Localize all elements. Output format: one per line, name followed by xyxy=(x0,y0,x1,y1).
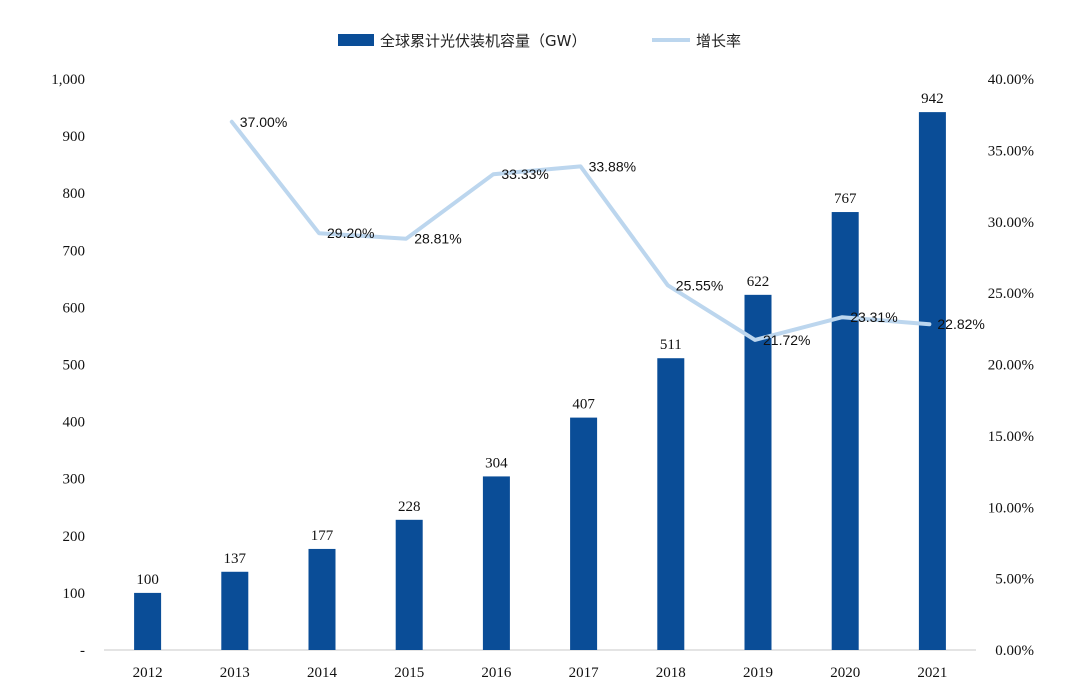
growth-value-label: 33.33% xyxy=(501,166,548,182)
y-right-tick-label: 5.00% xyxy=(995,572,1034,588)
y-left-tick-label: 200 xyxy=(63,529,86,545)
growth-value-label: 37.00% xyxy=(240,114,287,130)
growth-value-label: 28.81% xyxy=(414,231,461,247)
y-left-tick-label: - xyxy=(80,643,85,659)
growth-value-label: 29.20% xyxy=(327,225,374,241)
growth-line xyxy=(229,119,932,342)
bar xyxy=(744,294,772,650)
bar-value-label: 767 xyxy=(834,191,857,207)
x-tick-label: 2018 xyxy=(656,665,686,681)
y-left-tick-label: 400 xyxy=(63,415,86,431)
bar xyxy=(395,519,423,650)
y-left-tick-label: 900 xyxy=(63,129,86,145)
bar-value-label: 942 xyxy=(921,91,944,107)
x-tick-label: 2017 xyxy=(569,665,600,681)
bar-value-labels: 100 137 177 228 304 407 511 622 767 942 xyxy=(136,91,943,588)
bar xyxy=(221,571,249,650)
y-right-tick-label: 20.00% xyxy=(988,358,1034,374)
bar-value-label: 177 xyxy=(311,528,334,544)
bar-value-label: 228 xyxy=(398,499,421,515)
y-right-tick-label: 35.00% xyxy=(988,143,1034,159)
y-left-tick-label: 100 xyxy=(63,586,86,602)
legend-line-label: 增长率 xyxy=(696,32,741,50)
y-right-tick-label: 15.00% xyxy=(988,429,1034,445)
y-right-tick-label: 40.00% xyxy=(988,72,1034,88)
y-left-axis: - 100 200 300 400 500 600 700 800 900 1,000 xyxy=(51,72,85,659)
x-tick-label: 2013 xyxy=(220,665,250,681)
bar-value-label: 137 xyxy=(224,551,247,567)
x-tick-label: 2012 xyxy=(133,665,163,681)
bar xyxy=(918,112,946,651)
legend-bar-label: 全球累计光伏装机容量（GW） xyxy=(380,32,586,50)
y-right-tick-label: 10.00% xyxy=(988,500,1034,516)
x-axis: 2012 2013 2014 2015 2016 2017 2018 2019 2020 2021 xyxy=(133,665,948,681)
growth-value-label: 33.88% xyxy=(589,158,636,174)
y-right-tick-label: 25.00% xyxy=(988,286,1034,302)
x-tick-label: 2021 xyxy=(917,665,947,681)
y-left-tick-label: 300 xyxy=(63,472,86,488)
y-left-tick-label: 1,000 xyxy=(51,72,85,88)
growth-value-label: 22.82% xyxy=(937,316,984,332)
bar xyxy=(831,212,859,650)
x-tick-label: 2019 xyxy=(743,665,773,681)
bar xyxy=(308,548,336,650)
growth-value-label: 21.72% xyxy=(763,332,810,348)
bar xyxy=(657,358,685,650)
x-tick-label: 2020 xyxy=(830,665,860,681)
bar-value-label: 622 xyxy=(747,274,770,290)
y-left-tick-label: 800 xyxy=(63,186,86,202)
bar-value-label: 511 xyxy=(660,337,682,353)
bar-value-label: 407 xyxy=(572,397,595,413)
y-right-tick-label: 0.00% xyxy=(995,643,1034,659)
x-tick-label: 2015 xyxy=(394,665,424,681)
y-left-tick-label: 600 xyxy=(63,300,86,316)
y-right-axis: 0.00% 5.00% 10.00% 15.00% 20.00% 25.00% 30.00%… xyxy=(988,72,1034,659)
growth-value-label: 23.31% xyxy=(850,309,897,325)
legend-bar-swatch xyxy=(338,34,374,46)
x-tick-label: 2014 xyxy=(307,665,338,681)
bar xyxy=(134,592,162,650)
bar xyxy=(482,476,510,650)
y-left-tick-label: 700 xyxy=(63,243,86,259)
bar-value-label: 304 xyxy=(485,455,508,471)
legend: 全球累计光伏装机容量（GW） 增长率 xyxy=(338,32,741,50)
x-tick-label: 2016 xyxy=(481,665,512,681)
growth-line-series xyxy=(229,119,932,342)
bar-series xyxy=(134,112,946,651)
y-right-tick-label: 30.00% xyxy=(988,215,1034,231)
growth-value-labels: 37.00% 29.20% 28.81% 33.33% 33.88% 25.55% 21.7… xyxy=(240,114,985,348)
growth-value-label: 25.55% xyxy=(676,277,723,293)
y-left-tick-label: 500 xyxy=(63,358,86,374)
bar xyxy=(570,417,598,650)
bar-value-label: 100 xyxy=(136,572,159,588)
